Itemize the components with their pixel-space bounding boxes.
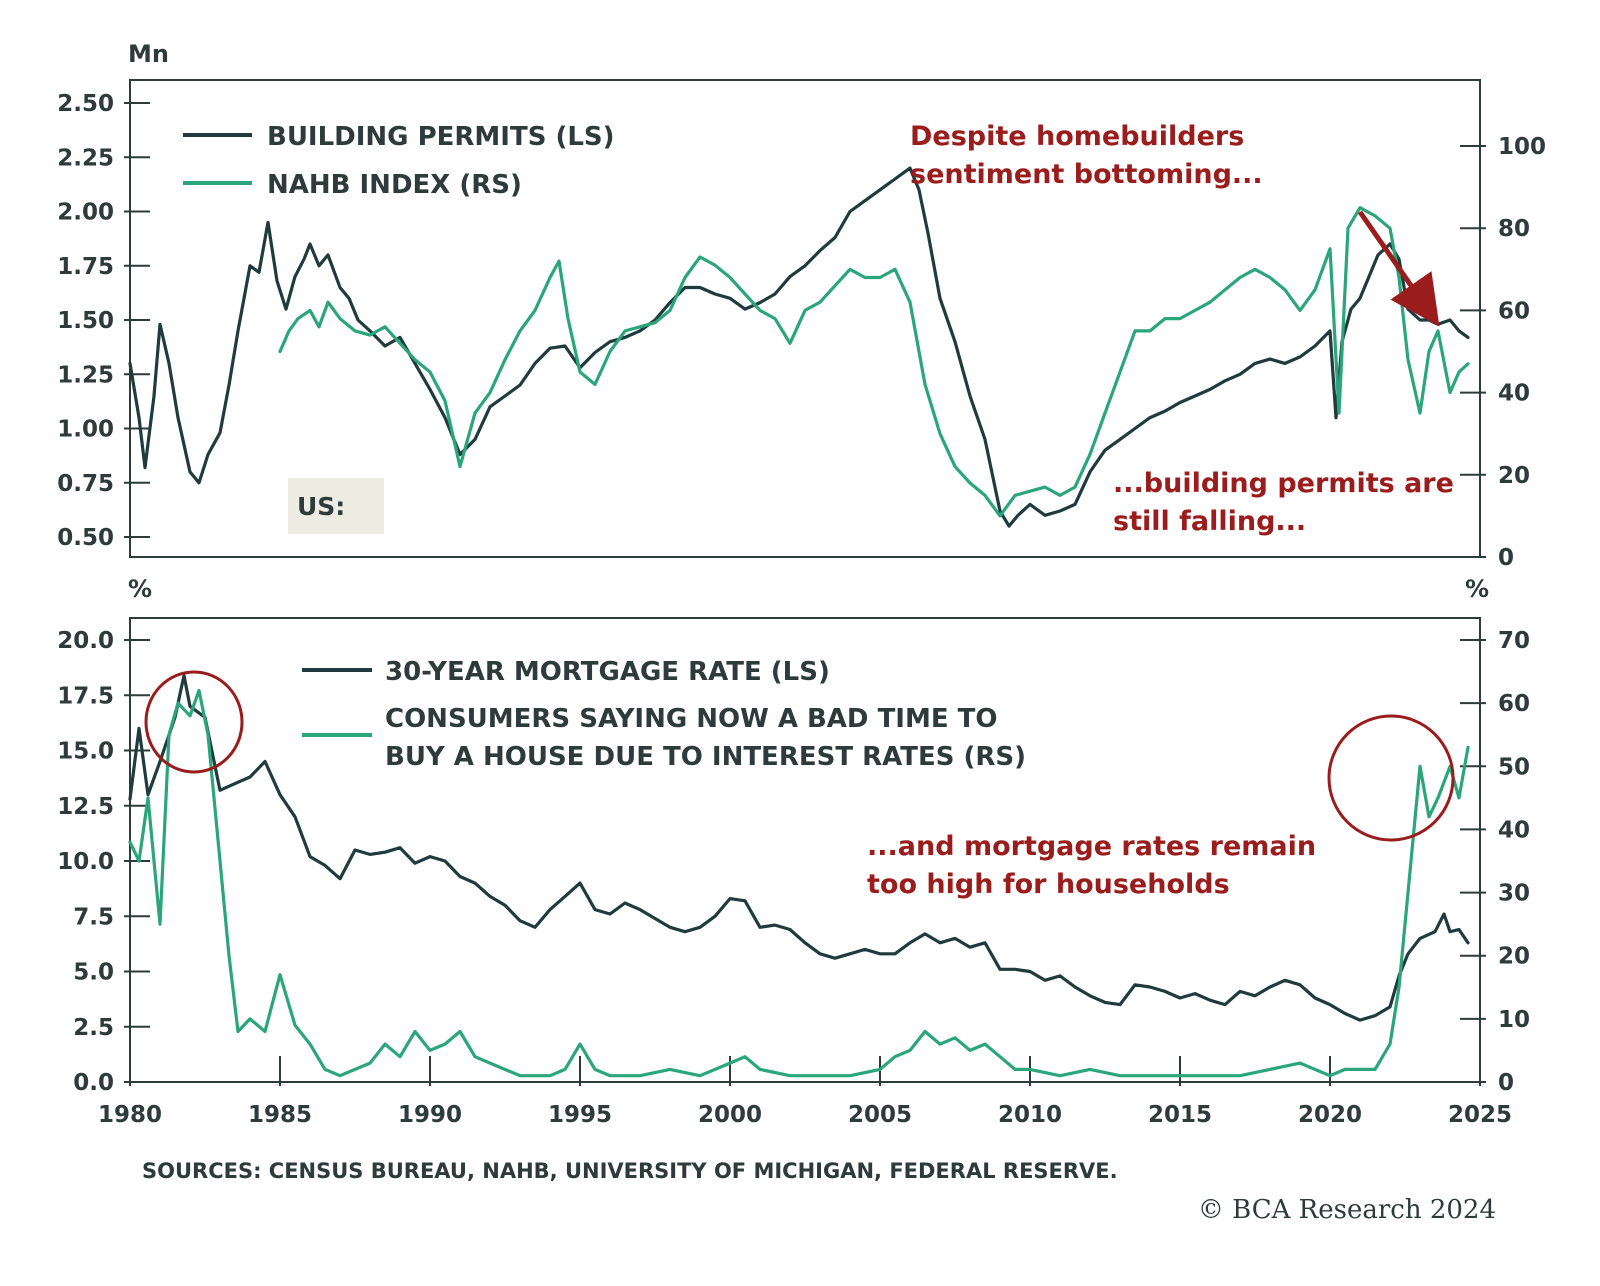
x-tick-label: 2020 [1298,1102,1362,1128]
legend-label-mortgage-rate: 30-YEAR MORTGAGE RATE (LS) [385,657,830,687]
top-left-axis: 0.50 0.75 1.00 1.25 1.50 1.75 2.00 2.25 2.50 [57,91,150,551]
x-tick-label: 1985 [248,1102,312,1128]
left-tick-label: 7.5 [73,904,114,930]
top-left-unit: Mn [128,40,169,68]
annotation-homebuilders-line-2: sentiment bottoming... [910,159,1263,190]
left-tick-label: 20.0 [57,628,114,654]
top-plot-frame [129,79,1481,558]
left-tick-label: 15.0 [57,739,114,765]
left-tick-label: 0.75 [57,471,114,497]
left-tick-label: 5.0 [73,960,114,986]
left-tick-label: 1.75 [57,254,114,280]
right-tick-label: 60 [1498,691,1530,717]
bottom-right-axis: 0 10 20 30 40 50 60 70 [1460,628,1530,1096]
right-tick-label: 40 [1498,817,1530,843]
x-axis: 1980 1985 1990 1995 2000 2005 2010 2015 2020 2025 [98,1056,1512,1128]
x-tick-label: 2005 [848,1102,912,1128]
x-tick-label: 2025 [1448,1102,1512,1128]
right-tick-label: 60 [1498,298,1530,324]
right-tick-label: 10 [1498,1007,1530,1033]
left-tick-label: 2.5 [73,1015,114,1041]
right-tick-label: 100 [1498,134,1546,160]
annotation-mortgage-line-1: ...and mortgage rates remain [867,831,1316,862]
top-right-axis: 0 20 40 60 80 100 [1460,134,1546,571]
right-tick-label: 0 [1498,1070,1514,1096]
sources-note: SOURCES: CENSUS BUREAU, NAHB, UNIVERSITY… [142,1159,1118,1183]
series-line-consumers-saying-now-a-bad-time-to-buy-a [128,688,1470,1078]
x-tick-label: 1980 [98,1102,162,1128]
bottom-series-group [128,673,1470,1078]
right-tick-label: 20 [1498,463,1530,489]
left-tick-label: 17.5 [57,683,114,709]
right-tick-label: 50 [1498,754,1530,780]
us-label-box [288,478,384,534]
x-tick-label: 1995 [548,1102,612,1128]
left-tick-label: 0.50 [57,525,114,551]
copyright-note: © BCA Research 2024 [1198,1195,1496,1225]
annotation-permits-line-2: still falling... [1113,506,1306,537]
x-tick-label: 2015 [1148,1102,1212,1128]
top-series-group [128,166,1470,528]
annotation-mortgage-line-2: too high for households [867,869,1230,900]
left-tick-label: 2.50 [57,91,114,117]
right-tick-label: 0 [1498,545,1514,571]
right-tick-label: 20 [1498,944,1530,970]
x-tick-label: 2000 [698,1102,762,1128]
right-tick-label: 40 [1498,381,1530,407]
bottom-left-unit: % [128,575,152,603]
legend-label-nahb-index: NAHB INDEX (RS) [267,170,522,200]
annotation-down-arrow [1357,210,1440,327]
left-tick-label: 2.25 [57,145,114,171]
top-panel: Mn 0.500.751.001.251.501.752.002.252.50 … [57,40,1546,571]
annotation-permits-line-1: ...building permits are [1113,468,1454,499]
x-tick-label: 2010 [998,1102,1062,1128]
right-tick-label: 70 [1498,628,1530,654]
highlight-circle-2023 [1327,714,1455,842]
series-line-nahb-index-rs [278,206,1470,518]
left-tick-label: 2.00 [57,200,114,226]
series-line-building-permits-ls [128,166,1470,528]
left-tick-label: 1.50 [57,308,114,334]
left-tick-label: 0.0 [73,1070,114,1096]
bottom-right-unit: % [1465,575,1489,603]
legend-label-building-permits: BUILDING PERMITS (LS) [267,122,615,152]
bottom-plot-frame [129,617,1481,1083]
us-label: US: [297,492,345,521]
x-tick-label: 1990 [398,1102,462,1128]
bottom-left-axis: 0.0 2.5 5.0 7.5 10.0 12.5 15.0 17.5 20.0 [57,628,150,1096]
annotation-homebuilders-line-1: Despite homebuilders [910,121,1244,152]
bottom-panel: % % 0.0 2.5 5.0 7.5 10.0 12.5 15.0 17.5 20.0 0 10… [57,575,1530,1128]
left-tick-label: 1.25 [57,362,114,388]
series-line-30-year-mortgage-rate-ls [128,673,1470,1022]
legend-label-consumers-bad-time: CONSUMERS SAYING NOW A BAD TIME TO BUY A … [385,704,1026,772]
left-tick-label: 1.00 [57,417,114,443]
left-tick-label: 12.5 [57,794,114,820]
right-tick-label: 30 [1498,881,1530,907]
left-tick-label: 10.0 [57,849,114,875]
highlight-circle-1982 [144,670,244,774]
right-tick-label: 80 [1498,216,1530,242]
